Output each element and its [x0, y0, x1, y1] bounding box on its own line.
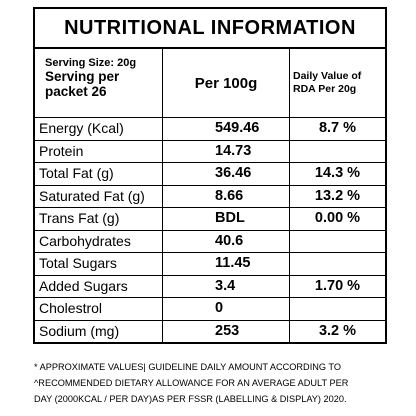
table-row: Cholestrol 0	[35, 298, 385, 321]
table-body: Energy (Kcal) 549.46 8.7 % Protein 14.73 Tota…	[35, 118, 385, 342]
daily-value	[290, 141, 385, 163]
footnote-line: * APPROXIMATE VALUES| GUIDELINE DAILY AM…	[34, 362, 342, 372]
nutrient-name: Cholestrol	[35, 298, 163, 320]
table-row: Total Fat (g) 36.46 14.3 %	[35, 163, 385, 186]
per-100g-value: 14.73	[163, 140, 290, 162]
nutrition-table: NUTRITIONAL INFORMATION Serving Size: 20…	[33, 7, 387, 344]
per-100g-value: 40.6	[163, 230, 290, 252]
daily-value: 13.2 %	[314, 187, 361, 204]
table-row: Energy (Kcal) 549.46 8.7 %	[35, 118, 385, 141]
footnote: * APPROXIMATE VALUES| GUIDELINE DAILY AM…	[34, 359, 348, 407]
nutrient-name: Protein	[35, 140, 163, 162]
nutrient-name: Energy (Kcal)	[35, 118, 163, 140]
table-row: Added Sugars 3.4 1.70 %	[35, 275, 385, 298]
table-row: Trans Fat (g) BDL 0.00 %	[35, 208, 385, 231]
daily-value: 0.00 %	[314, 210, 361, 226]
daily-value: 8.7 %	[318, 120, 357, 136]
per-100g-value: 36.46	[163, 163, 290, 185]
footnote-line: ^RECOMMENDED DIETARY ALLOWANCE FOR AN AV…	[34, 378, 349, 388]
table-row: Saturated Fat (g) 8.66 13.2 %	[35, 185, 385, 208]
header-row: Serving Size: 20g Serving per packet 26 …	[35, 49, 385, 118]
nutrient-name: Saturated Fat (g)	[35, 185, 163, 207]
per-100g-value: 11.45	[163, 253, 290, 275]
serving-size: Serving Size: 20g	[45, 57, 137, 69]
nutrient-name: Total Fat (g)	[35, 163, 163, 185]
daily-value: 14.3 %	[314, 165, 361, 181]
daily-value	[290, 231, 385, 253]
per-100g-header: Per 100g	[163, 49, 290, 117]
per-100g-value: BDL	[163, 208, 290, 230]
daily-value: 3.2 %	[318, 322, 357, 339]
serving-cell: Serving Size: 20g Serving per packet 26	[35, 49, 163, 117]
per-100g-value: 3.4	[163, 275, 290, 297]
nutrient-name: Sodium (mg)	[35, 320, 163, 342]
serving-per-packet: Serving per packet 26	[45, 69, 120, 99]
nutrient-name: Trans Fat (g)	[35, 208, 163, 230]
per-100g-value: 8.66	[163, 185, 290, 207]
table-row: Total Sugars 11.45	[35, 253, 385, 276]
per-100g-value: 549.46	[163, 118, 290, 140]
table-title: NUTRITIONAL INFORMATION	[35, 9, 385, 49]
nutrient-name: Carbohydrates	[35, 230, 163, 252]
table-row: Protein 14.73	[35, 140, 385, 163]
per-100g-value: 0	[163, 298, 290, 320]
nutrient-name: Added Sugars	[35, 275, 163, 297]
daily-value	[290, 298, 385, 320]
per-100g-value: 253	[163, 320, 290, 342]
daily-value: 1.70 %	[314, 277, 361, 294]
daily-value-header: Daily Value of RDA Per 20g	[293, 70, 362, 95]
table-row: Carbohydrates 40.6	[35, 230, 385, 253]
daily-value	[290, 253, 385, 275]
footnote-line: DAY (2000KCAL / PER DAY)AS PER FSSR (LAB…	[34, 394, 347, 404]
table-row: Sodium (mg) 253 3.2 %	[35, 320, 385, 342]
nutrient-name: Total Sugars	[35, 253, 163, 275]
